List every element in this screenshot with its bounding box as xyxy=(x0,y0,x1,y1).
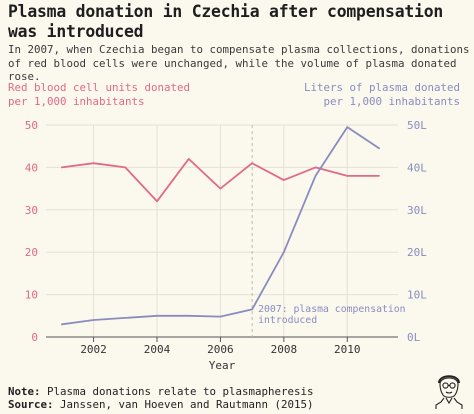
x-tick-label: 2008 xyxy=(271,343,298,356)
right-axis-label: Liters of plasma donated per 1,000 inhabi… xyxy=(304,81,460,108)
right-axis: 0L 10L 20L 30L 40L 50L xyxy=(407,119,427,344)
left-tick-label: 50 xyxy=(25,119,38,132)
x-axis: 2002 2004 2006 2008 2010 Year xyxy=(46,336,398,372)
x-tick-label: 2006 xyxy=(207,343,234,356)
x-tick-label: 2010 xyxy=(334,343,361,356)
right-axis-label-line-0: Liters of plasma donated xyxy=(303,81,460,94)
chart-title: Plasma donation in Czechia after compens… xyxy=(8,2,444,41)
right-tick-label: 20L xyxy=(407,246,427,259)
left-tick-label: 0 xyxy=(31,331,38,344)
right-tick-label: 30L xyxy=(407,204,427,217)
annotation-text-line: introduced xyxy=(258,315,317,326)
left-tick-label: 40 xyxy=(25,161,38,174)
chart-subtitle: In 2007, when Czechia began to compensat… xyxy=(8,43,470,83)
note-label: Note: xyxy=(8,385,41,398)
left-tick-label: 30 xyxy=(25,204,38,217)
x-tick-label: 2004 xyxy=(144,343,171,356)
right-axis-label-line-1: per 1,000 inhabitants xyxy=(323,94,460,108)
plasma-line xyxy=(61,126,380,326)
red-blood-cell-line xyxy=(61,157,380,203)
grid-lines xyxy=(46,124,398,337)
source-line: Source: Janssen, van Hoeven and Rautmann… xyxy=(8,398,314,411)
source-label: Source: xyxy=(8,398,54,411)
publisher-logo-icon xyxy=(435,375,463,409)
left-axis-label-line-1: per 1,000 inhabitants xyxy=(8,94,145,108)
right-tick-label: 10L xyxy=(407,289,427,302)
left-axis: 0 10 20 30 40 50 xyxy=(25,119,38,344)
right-tick-label: 0L xyxy=(407,331,421,344)
left-axis-label: Red blood cell units donated per 1,000 in… xyxy=(8,81,190,108)
source-text: Janssen, van Hoeven and Rautmann (2015) xyxy=(60,398,314,411)
x-tick-label: 2002 xyxy=(80,343,107,356)
x-axis-label: Year xyxy=(209,359,236,372)
left-tick-label: 10 xyxy=(25,289,38,302)
right-tick-label: 40L xyxy=(407,161,427,174)
left-tick-label: 20 xyxy=(25,246,38,259)
footnote: Note: Plasma donations relate to plasmap… xyxy=(8,385,314,411)
annotation-text-line: 2007: plasma compensation xyxy=(258,304,406,315)
note-line: Note: Plasma donations relate to plasmap… xyxy=(8,385,314,398)
note-text: Plasma donations relate to plasmapheresi… xyxy=(47,385,314,398)
left-axis-label-line-0: Red blood cell units donated xyxy=(8,81,191,94)
series-lines xyxy=(61,126,380,326)
right-tick-label: 50L xyxy=(407,119,427,132)
